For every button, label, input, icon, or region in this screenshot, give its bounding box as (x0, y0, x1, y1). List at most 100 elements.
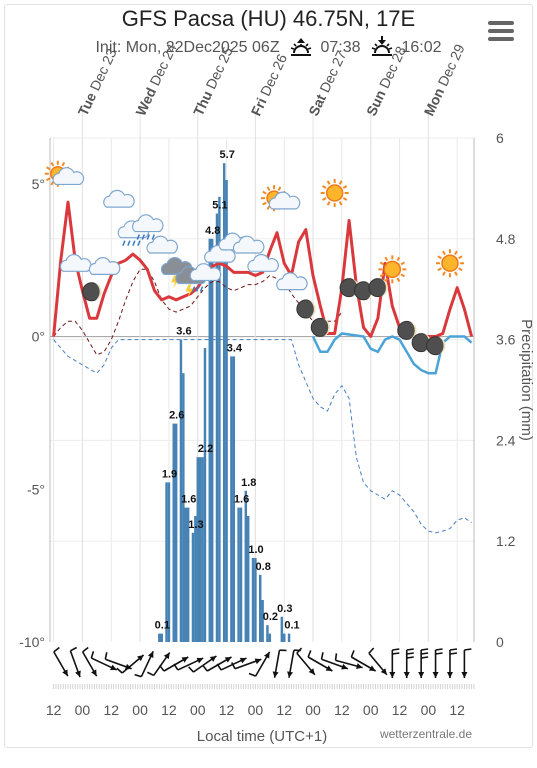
wind-barb (320, 652, 324, 660)
cloud-icon (59, 253, 92, 272)
time-tick-label: 12 (334, 702, 350, 718)
precip-bar (196, 457, 199, 642)
wind-barb (296, 647, 303, 654)
wind-barb (188, 666, 195, 673)
precip-tick: 3.6 (496, 332, 516, 348)
chart-subtitle: Init: Mon, 22Dec2025 06Z 07:38 16:02 (0, 36, 537, 58)
precip-bar (230, 356, 233, 642)
wind-barb-icon (334, 653, 363, 669)
rain-drop (199, 286, 204, 292)
wind-barb (406, 652, 414, 655)
sun-ray (46, 177, 51, 182)
time-axis: 12 00 12 00 12 00 12 00 12 00 12 00 12 00 12 (46, 684, 475, 718)
wind-arrowhead (341, 663, 348, 670)
wind-barb-icon (307, 650, 333, 672)
wind-barb (147, 671, 155, 677)
rain-drop (136, 234, 140, 240)
wind-barb-icon (134, 650, 154, 678)
wind-barb-icon (90, 651, 118, 671)
sun-disc (441, 254, 459, 272)
sun-icon (378, 255, 407, 284)
rain-drop (127, 240, 131, 246)
menu-icon[interactable] (488, 21, 514, 41)
init-time: Init: Mon, 22Dec2025 06Z (95, 39, 280, 56)
precip-value-label: 5.7 (220, 149, 235, 161)
precip-bar (172, 423, 175, 642)
precip-bar (158, 633, 161, 642)
precip-bar (244, 490, 248, 642)
cloud-icon (276, 272, 308, 291)
time-tick-label: 00 (421, 702, 437, 718)
chart-title: GFS Pacsa (HU) 46.75N, 17E (121, 6, 416, 31)
precip-value-label: 2.6 (169, 410, 184, 422)
sun-ray (46, 166, 51, 171)
rain-drop (146, 234, 150, 240)
cloud-shape (232, 235, 265, 254)
moon-icon (296, 299, 316, 319)
day-of-week: Sun (363, 88, 389, 119)
wind-arrowhead (181, 657, 189, 663)
wind-arrowhead (432, 672, 439, 678)
wind-arrowhead (403, 672, 410, 678)
wind-barb-icon (53, 646, 69, 677)
wind-barb-icon (403, 648, 414, 678)
precip-value-label: 0.1 (284, 620, 299, 632)
sun-ray (437, 255, 442, 260)
wind-arrowhead (380, 668, 387, 675)
day-label: MonDec 29 (421, 41, 468, 118)
wind-arrowhead (196, 657, 204, 664)
wind-arrowhead (124, 663, 132, 670)
rain-cloud-icon (132, 214, 164, 240)
wind-barb-icon (296, 647, 316, 676)
cloud-shape (276, 272, 308, 291)
day-date: Dec 27 (316, 48, 349, 95)
precip-bar (254, 558, 257, 642)
wind-barb (90, 651, 95, 659)
sun-ray (454, 271, 458, 276)
sun-ray (338, 201, 343, 206)
wind-arrowhead (224, 657, 232, 663)
sunset-time: 16:02 (401, 39, 442, 56)
sun-ray (322, 197, 327, 201)
cloud-icon (88, 256, 121, 275)
sun-ray (277, 186, 282, 191)
wind-barb (435, 652, 443, 655)
precip-value-label: 1.6 (181, 494, 196, 506)
wind-barb-icon (418, 648, 429, 678)
precip-bar (283, 633, 286, 642)
moon-lit (436, 336, 446, 355)
sun-ray (326, 201, 331, 206)
precip-cumulative-line (53, 339, 472, 534)
precip-value-label: 0.2 (263, 611, 278, 623)
moon-icon (426, 336, 446, 356)
wind-arrowhead (287, 671, 293, 678)
precip-bar (287, 633, 291, 642)
sunrise-time: 07:38 (320, 39, 361, 56)
wind-barb-icon (461, 648, 472, 678)
day-label: SatDec 27 (305, 48, 349, 119)
wind-barb-icon (158, 656, 189, 672)
lightning-bolt (185, 284, 194, 298)
precip-bar (160, 633, 163, 642)
time-tick-label: 12 (392, 702, 408, 718)
sun-ray (262, 190, 267, 195)
wind-barb-icon (272, 649, 287, 678)
wind-barb (350, 650, 355, 658)
precip-bar (179, 339, 183, 642)
precip-value-label: 1.9 (162, 468, 177, 480)
wind-arrowhead (446, 672, 453, 678)
precip-tick: 6 (496, 130, 504, 146)
wind-barb-icon (188, 655, 217, 673)
wind-arrowhead (110, 664, 117, 671)
sun-ray (322, 185, 327, 189)
wind-barb (104, 652, 108, 660)
precip-bar (232, 356, 236, 642)
moon-cloud-icon (82, 282, 102, 302)
sun-ray (266, 186, 271, 191)
wind-arrowhead (389, 672, 396, 678)
rain-drop (122, 240, 126, 246)
precip-bar (280, 616, 284, 642)
cloud-icon (247, 253, 279, 272)
wind-barb (279, 649, 287, 652)
wind-arrowhead (147, 651, 154, 659)
